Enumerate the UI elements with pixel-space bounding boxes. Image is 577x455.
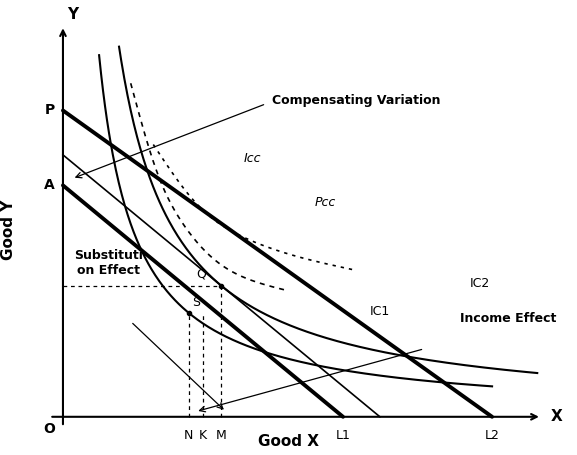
Text: Good Y: Good Y	[1, 199, 16, 260]
Text: K: K	[199, 429, 207, 442]
Text: Icc: Icc	[244, 152, 261, 165]
Text: IC2: IC2	[470, 278, 490, 290]
Text: L2: L2	[485, 429, 500, 442]
Text: L1: L1	[336, 429, 350, 442]
Text: O: O	[43, 422, 55, 436]
Text: Good X: Good X	[258, 434, 319, 449]
Text: Q: Q	[196, 268, 205, 281]
Text: Income Effect: Income Effect	[460, 312, 557, 324]
Text: Substituti
on Effect: Substituti on Effect	[74, 249, 143, 277]
Text: N: N	[184, 429, 193, 442]
Text: A: A	[44, 178, 55, 192]
Text: Pcc: Pcc	[314, 196, 336, 209]
Text: IC1: IC1	[370, 305, 391, 318]
Text: M: M	[216, 429, 227, 442]
Text: P: P	[44, 103, 55, 117]
Text: X: X	[551, 410, 563, 425]
Text: S: S	[192, 296, 200, 309]
Text: Y: Y	[68, 7, 78, 22]
Text: Compensating Variation: Compensating Variation	[272, 94, 441, 106]
